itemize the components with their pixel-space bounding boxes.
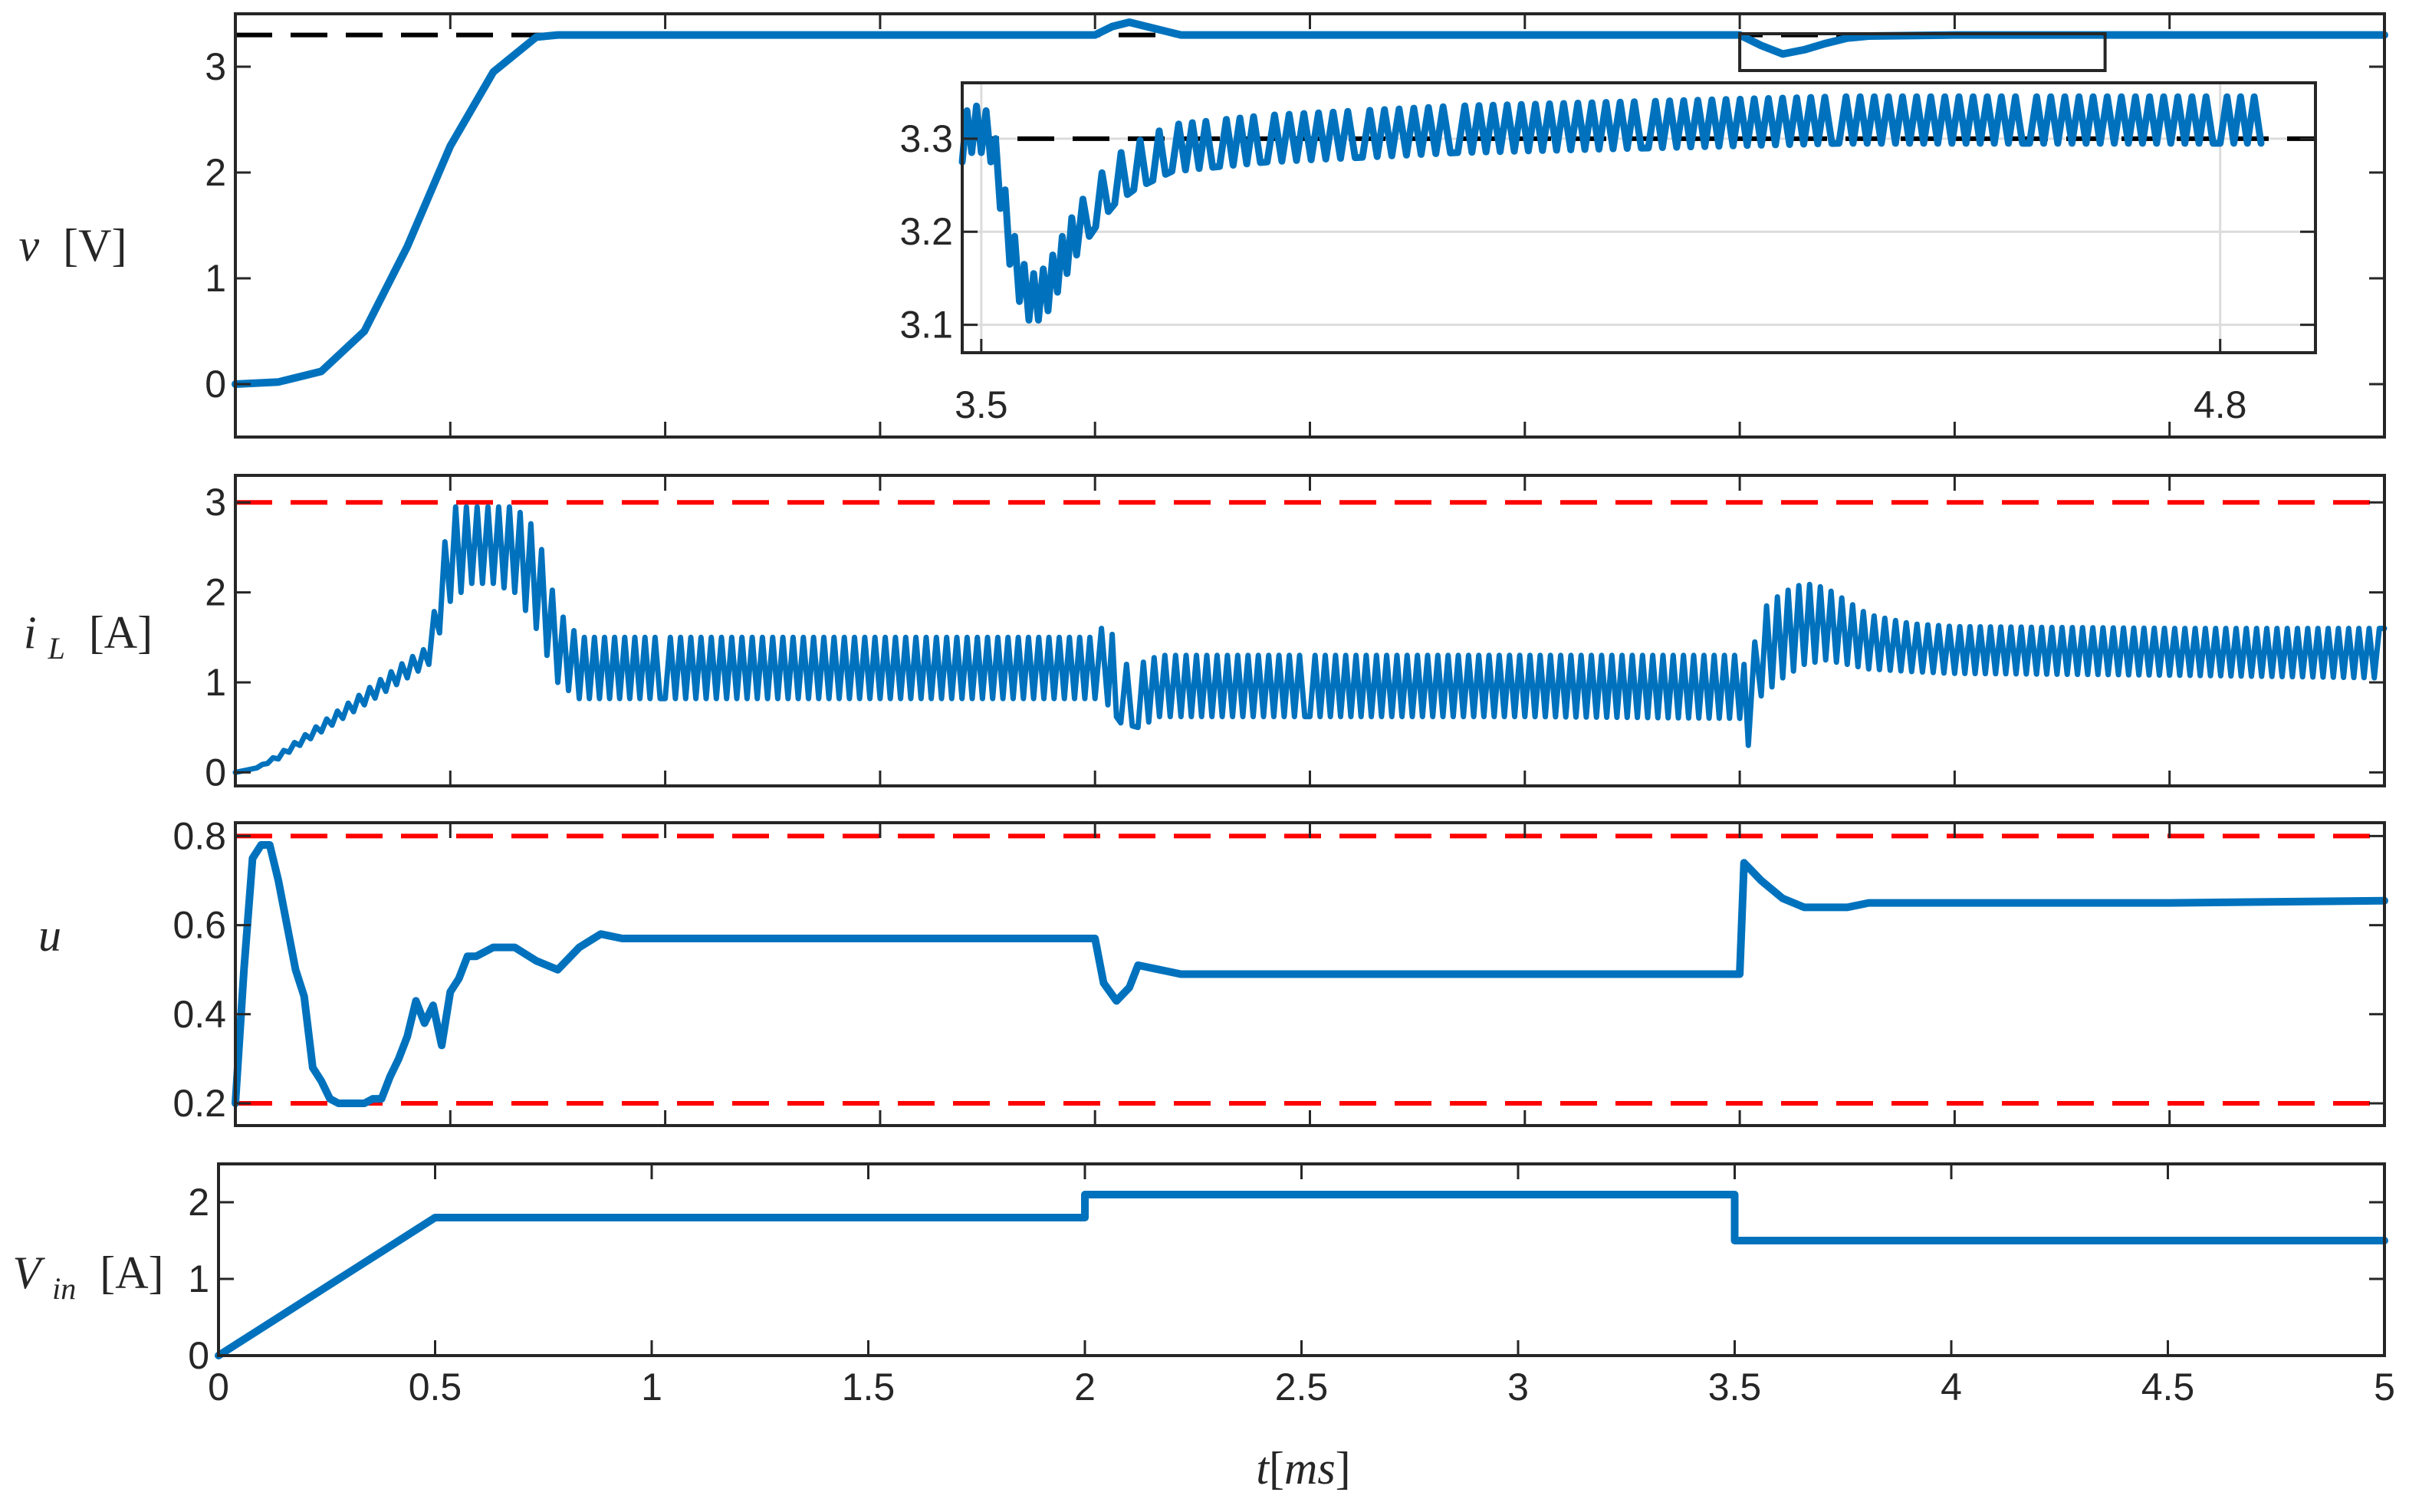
input-voltage-x-tick-label: 0.5 xyxy=(409,1366,462,1408)
input-voltage-x-tick-label: 1 xyxy=(641,1366,662,1408)
input-voltage-y-tick-label: 0 xyxy=(188,1334,209,1377)
input-voltage-x-tick-label: 2 xyxy=(1074,1366,1096,1408)
duty-cycle-y-tick-label: 0.4 xyxy=(173,993,226,1036)
current-ylabel-subscript: L xyxy=(48,631,65,666)
voltage-y-tick-label: 3 xyxy=(205,45,226,88)
input-voltage-y-tick-label: 2 xyxy=(188,1181,209,1224)
input-voltage-x-tick-label: 3.5 xyxy=(1708,1366,1762,1408)
inductor-current-y-tick-label: 1 xyxy=(205,661,226,704)
inductor-current-y-tick-label: 2 xyxy=(205,571,226,614)
input-voltage-panel: V in [A] t[ms] 0 1 2 0 0.5 1 1.5 2 2.5 3 3.5 4 4.5 5 xyxy=(12,1162,2395,1494)
duty-cycle-y-tick-label: 0.6 xyxy=(173,904,226,947)
voltage-ylabel-symbol: v xyxy=(19,220,40,271)
voltage-inset-axes-frame xyxy=(961,81,2317,354)
x-axis-label-open-bracket: [ xyxy=(1269,1443,1284,1494)
voltage-ylabel-unit: [V] xyxy=(63,220,127,271)
inset-x-tick-label: 3.5 xyxy=(955,383,1008,426)
voltage-y-tick-label: 2 xyxy=(205,151,226,194)
input-voltage-x-tick-label: 3 xyxy=(1507,1366,1529,1408)
input-voltage-x-tick-label: 2.5 xyxy=(1275,1366,1329,1408)
duty-cycle-series-line xyxy=(232,841,2388,1107)
voltage-panel: v [V] 0 1 2 3 xyxy=(19,12,2388,439)
x-axis-label-unit: ms xyxy=(1284,1443,1336,1494)
voltage-series-line xyxy=(232,18,2388,388)
x-axis-label: t[ms] xyxy=(1256,1443,1350,1494)
inset-x-tick-label: 4.8 xyxy=(2194,383,2247,426)
voltage-ylabel: v [V] xyxy=(19,220,127,271)
duty-cycle-y-tick-label: 0.8 xyxy=(173,814,226,857)
x-axis-label-close-bracket: ] xyxy=(1336,1443,1351,1494)
inductor-current-y-tick-label: 0 xyxy=(205,751,226,794)
voltage-inset-y-tick-label: 3.3 xyxy=(899,117,953,160)
input-voltage-x-tick-label: 4 xyxy=(1941,1366,1962,1408)
input-voltage-x-tick-label: 4.5 xyxy=(2141,1366,2195,1408)
voltage-y-tick-label: 1 xyxy=(205,257,226,300)
duty-ylabel-symbol: u xyxy=(38,910,61,961)
vin-ylabel: V in [A] xyxy=(12,1247,163,1309)
voltage-inset-y-tick-label: 3.2 xyxy=(899,210,953,253)
voltage-y-tick-label: 0 xyxy=(205,363,226,406)
voltage-inset-series-line xyxy=(958,93,2265,324)
vin-ylabel-subscript: in xyxy=(52,1271,76,1306)
zoom-region-box xyxy=(1738,32,2107,72)
current-ylabel: i L [A] xyxy=(24,607,153,669)
inductor-current-y-tick-label: 3 xyxy=(205,481,226,524)
input-voltage-series-line xyxy=(215,1191,2388,1359)
voltage-inset-y-tick-label: 3.1 xyxy=(899,304,953,347)
input-voltage-x-tick-label: 1.5 xyxy=(842,1366,896,1408)
current-ylabel-symbol: i xyxy=(24,607,37,658)
vin-ylabel-unit: [A] xyxy=(100,1247,163,1298)
inductor-current-panel: i L [A] 0 1 2 3 xyxy=(24,474,2388,794)
inductor-current-series-line xyxy=(232,504,2388,775)
input-voltage-x-tick-label: 5 xyxy=(2374,1366,2395,1408)
duty-cycle-panel: u 0.2 0.4 0.6 0.8 xyxy=(38,814,2388,1127)
x-axis-label-symbol: t xyxy=(1256,1443,1270,1494)
duty-cycle-y-tick-label: 0.2 xyxy=(173,1082,226,1125)
vin-ylabel-symbol: V xyxy=(12,1247,45,1298)
input-voltage-x-tick-label: 0 xyxy=(208,1366,229,1408)
current-ylabel-unit: [A] xyxy=(89,607,153,658)
input-voltage-y-tick-label: 1 xyxy=(188,1257,209,1300)
voltage-inset-panel: 3.1 3.2 3.3 3.5 4.8 xyxy=(899,81,2317,426)
